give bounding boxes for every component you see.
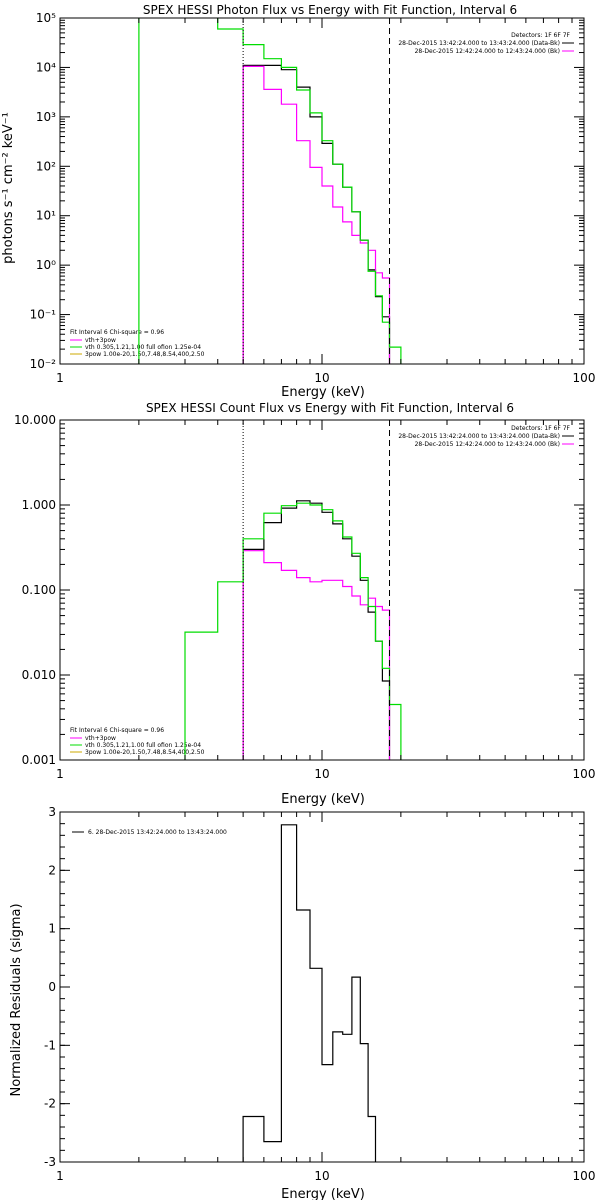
residuals-x-tick-label: 10 <box>314 1169 329 1183</box>
count-flux-info-line-detectors: Detectors: 1F 6F 7F <box>511 425 570 432</box>
photon-flux-info-line-detectors: Detectors: 1F 6F 7F <box>511 32 570 39</box>
residuals-series-0-line <box>242 824 391 1162</box>
photon-flux-y-axis-label: photons s⁻¹ cm⁻² keV⁻¹ <box>1 112 16 264</box>
count-flux-info-line-data: 28-Dec-2015 13:42:24.000 to 13:43:24.000… <box>398 433 560 440</box>
count-flux-series-2-line <box>138 502 402 760</box>
photon-flux-legend: Fit Interval 6 Chi-square = 0.96 vth+3po… <box>70 329 205 358</box>
residuals-x-axis-label: Energy (keV) <box>281 1187 365 1200</box>
count-flux-chart: SPEX HESSI Count Flux vs Energy with Fit… <box>14 401 596 807</box>
photon-flux-y-tick-label: 10⁴ <box>36 60 56 74</box>
photon-flux-y-tick-label: 10³ <box>36 110 56 124</box>
photon-flux-info-line-data: 28-Dec-2015 13:42:24.000 to 13:43:24.000… <box>398 40 560 47</box>
count-flux-x-axis-label: Energy (keV) <box>281 792 365 807</box>
photon-flux-y-tick-label: 10⁵ <box>36 11 56 25</box>
residuals-x-tick-label: 1 <box>56 1169 64 1183</box>
count-flux-x-tick-label: 10 <box>314 767 329 781</box>
photon-flux-x-axis-label: Energy (keV) <box>281 385 365 400</box>
count-flux-series-1-line <box>242 550 391 760</box>
photon-flux-y-tick-label: 10⁰ <box>36 258 56 272</box>
photon-flux-legend-vth: vth 0.305,1.21,1.00 full ofion 1.25e-04 <box>85 344 201 351</box>
residuals-y-tick-label: 3 <box>48 805 56 819</box>
photon-flux-legend-fit-line: Fit Interval 6 Chi-square = 0.96 <box>70 329 164 336</box>
residuals-y-axis-label: Normalized Residuals (sigma) <box>9 903 24 1096</box>
residuals-legend-interval: 6. 28-Dec-2015 13:42:24.000 to 13:43:24.… <box>88 829 227 836</box>
photon-flux-info-box: Detectors: 1F 6F 7F 28-Dec-2015 13:42:24… <box>398 32 574 55</box>
photon-flux-y-tick-label: 10² <box>36 159 56 173</box>
photon-flux-chart-title: SPEX HESSI Photon Flux vs Energy with Fi… <box>143 3 517 17</box>
residuals-y-tick-label: -3 <box>44 1155 56 1169</box>
residuals-x-tick-label: 100 <box>573 1169 596 1183</box>
photon-flux-x-tick-label: 100 <box>573 371 596 385</box>
count-flux-y-tick-label: 0.100 <box>22 583 56 597</box>
count-flux-legend-fit-line: Fit Interval 6 Chi-square = 0.96 <box>70 727 164 734</box>
count-flux-x-tick-label: 100 <box>573 767 596 781</box>
residuals-y-tick-label: -1 <box>44 1038 56 1052</box>
count-flux-y-tick-label: 10.000 <box>14 413 56 427</box>
residuals-legend: 6. 28-Dec-2015 13:42:24.000 to 13:43:24.… <box>72 829 227 836</box>
count-flux-legend: Fit Interval 6 Chi-square = 0.96 vth+3po… <box>70 727 205 756</box>
count-flux-y-tick-label: 1.000 <box>22 498 56 512</box>
residuals-y-tick-label: 2 <box>48 863 56 877</box>
photon-flux-y-tick-label: 10¹ <box>36 209 56 223</box>
count-flux-x-tick-label: 1 <box>56 767 64 781</box>
photon-flux-y-tick-label: 10⁻¹ <box>30 308 57 322</box>
residuals-chart: Energy (keV) Normalized Residuals (sigma… <box>9 805 595 1200</box>
count-flux-info-box: Detectors: 1F 6F 7F 28-Dec-2015 13:42:24… <box>398 425 574 448</box>
count-flux-y-tick-label: 0.010 <box>22 668 56 682</box>
count-flux-legend-vth: vth 0.305,1.21,1.00 full ofion 1.25e-04 <box>85 742 201 749</box>
count-flux-y-tick-label: 0.001 <box>22 753 56 767</box>
photon-flux-chart: SPEX HESSI Photon Flux vs Energy with Fi… <box>1 3 596 400</box>
photon-flux-x-tick-label: 10 <box>314 371 329 385</box>
residuals-y-tick-label: 0 <box>48 980 56 994</box>
photon-flux-legend-total: vth+3pow <box>85 337 116 344</box>
photon-flux-y-tick-label: 10⁻² <box>30 357 57 371</box>
photon-flux-series-1-line <box>242 65 391 364</box>
photon-flux-x-tick-label: 1 <box>56 371 64 385</box>
count-flux-info-line-background: 28-Dec-2015 12:42:24.000 to 12:43:24.000… <box>415 441 560 448</box>
residuals-y-tick-label: -2 <box>44 1097 56 1111</box>
residuals-y-tick-label: 1 <box>48 922 56 936</box>
photon-flux-legend-3pow: 3pow 1.00e-20,1.50,7.48,8.54,400,2.50 <box>85 351 205 358</box>
count-flux-legend-total: vth+3pow <box>85 735 116 742</box>
photon-flux-info-line-background: 28-Dec-2015 12:42:24.000 to 12:43:24.000… <box>415 48 560 55</box>
count-flux-legend-3pow: 3pow 1.00e-20,1.50,7.48,8.54,400,2.50 <box>85 749 205 756</box>
count-flux-chart-title: SPEX HESSI Count Flux vs Energy with Fit… <box>146 401 514 415</box>
